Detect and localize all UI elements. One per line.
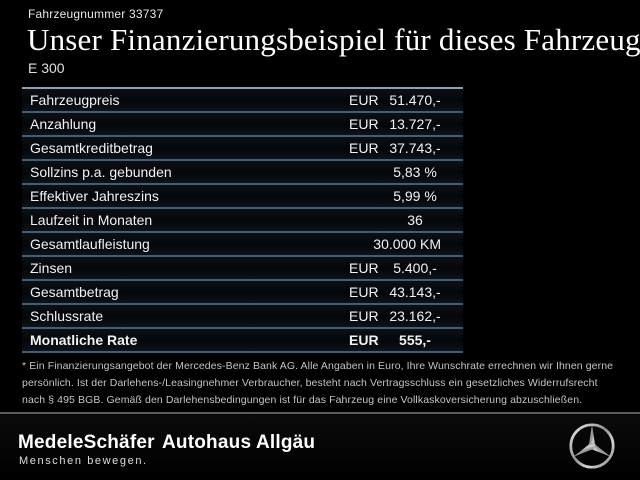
finance-table-row: Sollzins p.a. gebunden 5,83 %	[22, 161, 463, 185]
row-currency: EUR	[349, 284, 379, 300]
row-label: Zinsen	[30, 260, 73, 276]
finance-table-row: Zinsen EUR 5.400,-	[22, 257, 463, 281]
row-value-group: EUR 13.727,-	[349, 116, 441, 132]
row-currency: EUR	[349, 308, 379, 324]
row-value: 5,99 %	[393, 188, 437, 204]
row-label: Laufzeit in Monaten	[30, 212, 153, 228]
finance-table: Fahrzeugpreis EUR 51.470,- Anzahlung EUR…	[22, 87, 463, 353]
row-currency: EUR	[349, 260, 379, 276]
row-label: Sollzins p.a. gebunden	[30, 164, 172, 180]
row-currency	[349, 236, 373, 252]
row-value-group: 5,99 %	[349, 188, 441, 204]
finance-table-row: Schlussrate EUR 23.162,-	[22, 305, 463, 329]
footer-bar: MedeleSchäfer Menschen bewegen. Autohaus…	[0, 414, 640, 480]
finance-table-row: Monatliche Rate EUR 555,-	[22, 329, 463, 353]
finance-table-row: Gesamtlaufleistung 30.000 KM	[22, 233, 463, 257]
row-label: Fahrzeugpreis	[30, 92, 120, 108]
row-label: Anzahlung	[30, 116, 97, 132]
page-title: Unser Finanzierungsbeispiel für dieses F…	[27, 22, 640, 57]
finance-table-row: Anzahlung EUR 13.727,-	[22, 113, 463, 137]
row-value: 43.143,-	[389, 284, 441, 300]
row-value: 36	[407, 212, 423, 228]
row-value-group: EUR 51.470,-	[349, 92, 441, 108]
row-currency: EUR	[349, 92, 379, 108]
row-value: 555,-	[399, 332, 431, 348]
row-currency	[349, 164, 389, 180]
vehicle-number: Fahrzeugnummer 33737	[28, 7, 164, 21]
footer-divider	[0, 412, 640, 414]
row-value: 5.400,-	[393, 260, 437, 276]
row-value-group: 30.000 KM	[349, 236, 441, 252]
finance-table-row: Gesamtkreditbetrag EUR 37.743,-	[22, 137, 463, 161]
row-value: 5,83 %	[393, 164, 437, 180]
row-label: Gesamtkreditbetrag	[30, 140, 153, 156]
row-value: 37.743,-	[389, 140, 441, 156]
row-value-group: EUR 23.162,-	[349, 308, 441, 324]
row-value-group: 5,83 %	[349, 164, 441, 180]
row-value-group: EUR 43.143,-	[349, 284, 441, 300]
row-label: Effektiver Jahreszins	[30, 188, 159, 204]
row-currency	[349, 212, 389, 228]
finance-table-row: Fahrzeugpreis EUR 51.470,-	[22, 89, 463, 113]
row-value-group: 36	[349, 212, 441, 228]
dealer-tagline: Menschen bewegen.	[19, 455, 148, 467]
finance-table-row: Laufzeit in Monaten 36	[22, 209, 463, 233]
row-value: 51.470,-	[389, 92, 441, 108]
row-currency	[349, 188, 389, 204]
row-label: Gesamtlaufleistung	[30, 236, 150, 252]
row-label: Monatliche Rate	[30, 332, 138, 348]
vehicle-model: E 300	[28, 60, 65, 76]
row-currency: EUR	[349, 116, 379, 132]
row-value-group: EUR 555,-	[349, 332, 441, 348]
row-label: Gesamtbetrag	[30, 284, 119, 300]
finance-table-row: Effektiver Jahreszins 5,99 %	[22, 185, 463, 209]
dealer-logo-autohaus-allgaeu: Autohaus Allgäu	[162, 432, 316, 453]
row-currency: EUR	[349, 140, 379, 156]
row-value: 23.162,-	[389, 308, 441, 324]
row-value: 30.000 KM	[373, 236, 441, 252]
row-value-group: EUR 5.400,-	[349, 260, 441, 276]
dealer-logo-medele-schaefer: MedeleSchäfer	[18, 432, 155, 453]
legal-footnote: * Ein Finanzierungsangebot der Mercedes-…	[22, 360, 614, 406]
finance-table-row: Gesamtbetrag EUR 43.143,-	[22, 281, 463, 305]
mercedes-star-icon	[569, 423, 615, 469]
row-label: Schlussrate	[30, 308, 104, 324]
row-currency: EUR	[349, 332, 379, 348]
row-value-group: EUR 37.743,-	[349, 140, 441, 156]
row-value: 13.727,-	[389, 116, 441, 132]
